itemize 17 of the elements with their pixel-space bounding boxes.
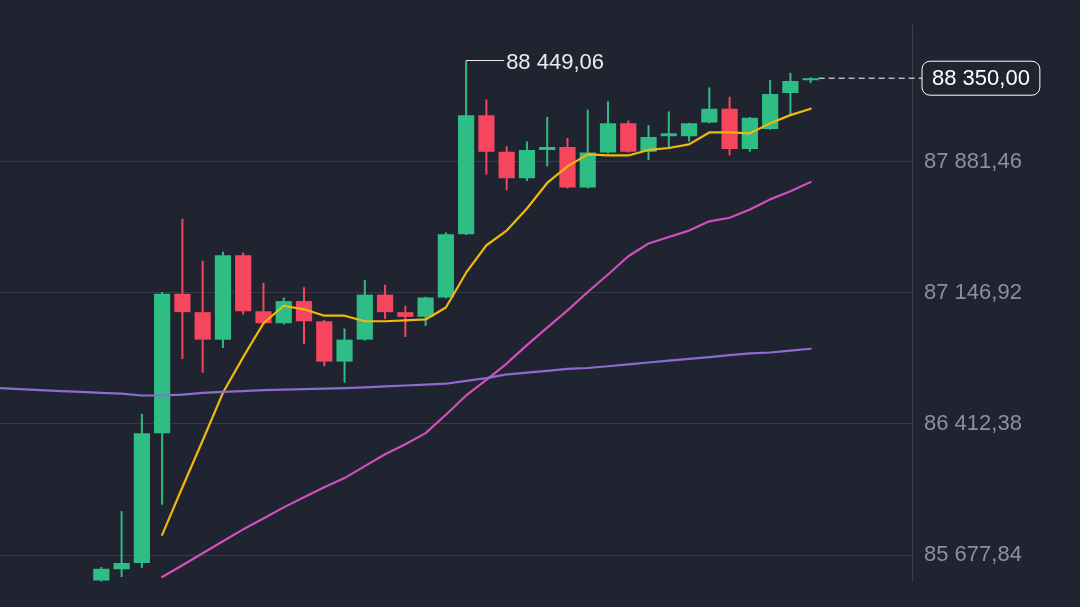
candlestick bbox=[174, 217, 191, 360]
candlestick bbox=[701, 86, 718, 125]
ref-line-label: 88 350,00 bbox=[932, 65, 1030, 91]
candlestick bbox=[397, 304, 414, 338]
candlestick bbox=[539, 115, 556, 168]
y-tick-label: 87 146,92 bbox=[924, 278, 1022, 304]
candlestick bbox=[113, 510, 130, 578]
candlestick bbox=[255, 281, 272, 326]
annotation: 88 449,06 bbox=[506, 48, 605, 74]
y-tick-label: 87 881,46 bbox=[924, 147, 1022, 173]
candlestick bbox=[660, 110, 677, 149]
y-tick-label: 86 412,38 bbox=[924, 410, 1022, 436]
candlestick bbox=[376, 283, 394, 320]
candlestick bbox=[336, 327, 353, 384]
candlestick bbox=[782, 71, 799, 117]
candlestick bbox=[417, 295, 434, 327]
y-tick-label: 85 677,84 bbox=[924, 541, 1022, 567]
